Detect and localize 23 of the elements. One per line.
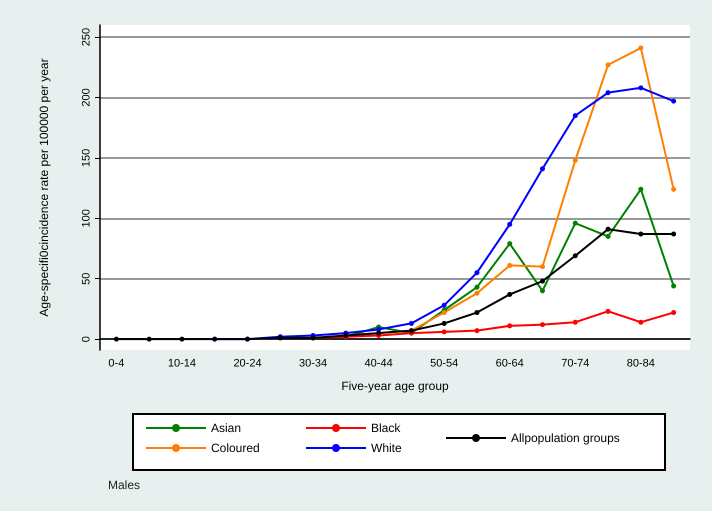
- text: Males: [108, 478, 140, 492]
- x-tick-label: 20-24: [233, 358, 262, 370]
- y-tick-label: 250: [80, 28, 92, 46]
- x-tick-label: 60-64: [496, 358, 524, 370]
- legend-label: Black: [371, 421, 402, 435]
- x-tick-label: 50-54: [430, 358, 458, 370]
- y-tick-label: 50: [80, 272, 92, 285]
- x-axis-title: Five-year age group: [341, 379, 450, 393]
- x-tick-label: 40-44: [364, 358, 393, 370]
- legend-label: Allpopulation groups: [511, 431, 620, 445]
- legend-label: Coloured: [211, 441, 260, 455]
- y-tick-label: 100: [80, 209, 92, 228]
- y-tick-label: 150: [80, 148, 92, 168]
- x-tick-label: 10-14: [168, 358, 196, 370]
- x-tick-label: 0-4: [108, 358, 124, 370]
- y-axis-title: Age-specifi0cincidence rate per 100000 per year: [37, 58, 51, 317]
- x-tick-label: 30-34: [298, 358, 328, 370]
- x-tick-label: 80-84: [626, 358, 655, 370]
- y-tick-label: 0: [80, 336, 92, 342]
- x-tick-label: 70-74: [561, 358, 590, 370]
- y-tick-label: 200: [80, 88, 92, 107]
- legend-label: White: [371, 441, 402, 455]
- legend-label: Asian: [211, 421, 242, 435]
